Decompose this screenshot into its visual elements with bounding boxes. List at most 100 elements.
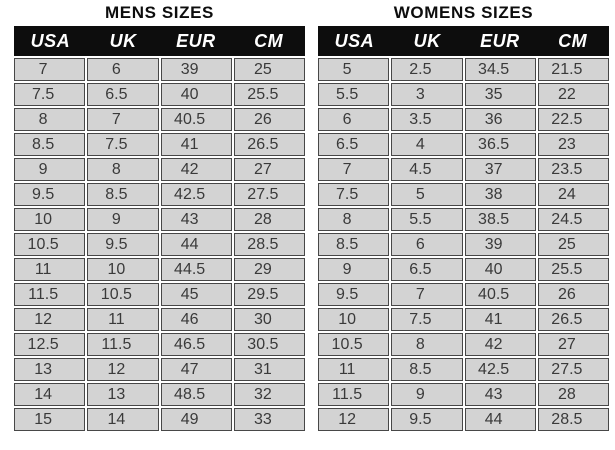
size-cell: 12	[87, 358, 159, 381]
size-cell: 8	[318, 208, 390, 231]
size-cell: 30	[233, 308, 305, 331]
size-cell: 10	[318, 308, 390, 331]
mens-size-table: MENS SIZES USA UK EUR CM 7 6 39 25 7.5 6.5 40 25.5…	[14, 3, 305, 450]
size-cell: 25	[537, 233, 609, 256]
column-header-uk: UK	[413, 30, 441, 51]
size-cell: 11	[14, 258, 86, 281]
size-cell: 9.5	[14, 183, 86, 206]
size-cell: 27	[233, 158, 305, 181]
size-cell: 11.5	[87, 333, 159, 356]
size-cell: 32	[233, 383, 305, 406]
size-cell: 26	[537, 283, 609, 306]
size-cell: 10.5	[87, 283, 159, 306]
size-cell: 42.5	[160, 183, 232, 206]
size-cell: 7	[14, 58, 86, 81]
size-cell: 9.5	[318, 283, 390, 306]
size-cell: 23	[537, 133, 609, 156]
size-cell: 26.5	[233, 133, 305, 156]
size-cell: 5	[391, 183, 463, 206]
size-cell: 43	[464, 383, 536, 406]
size-cell: 40	[464, 258, 536, 281]
size-cell: 11.5	[318, 383, 390, 406]
size-cell: 21.5	[537, 58, 609, 81]
size-cell: 8	[391, 333, 463, 356]
size-cell: 11	[87, 308, 159, 331]
size-cell: 7	[87, 108, 159, 131]
size-cell: 4	[391, 133, 463, 156]
womens-table-title: WOMENS SIZES	[393, 3, 534, 22]
column-header-usa: USA	[334, 30, 375, 51]
size-cell: 9	[14, 158, 86, 181]
size-cell: 6	[87, 58, 159, 81]
size-cell: 27.5	[537, 358, 609, 381]
size-cell: 13	[14, 358, 86, 381]
size-cell: 25.5	[233, 83, 305, 106]
womens-size-table: WOMENS SIZES USA UK EUR CM 5 2.5 34.5 21.5 5.5 3…	[318, 3, 609, 450]
size-cell: 42	[464, 333, 536, 356]
size-cell: 6.5	[318, 133, 390, 156]
size-cell: 9.5	[87, 233, 159, 256]
size-cell: 28	[537, 383, 609, 406]
size-cell: 38	[464, 183, 536, 206]
womens-table-header-row: USA UK EUR CM	[318, 26, 609, 56]
size-cell: 38.5	[464, 208, 536, 231]
size-cell: 44.5	[160, 258, 232, 281]
size-cell: 34.5	[464, 58, 536, 81]
column-header-eur: EUR	[480, 30, 520, 51]
size-cell: 28	[233, 208, 305, 231]
size-cell: 7	[318, 158, 390, 181]
size-cell: 7.5	[318, 183, 390, 206]
size-cell: 7.5	[14, 83, 86, 106]
size-cell: 43	[160, 208, 232, 231]
size-cell: 24.5	[537, 208, 609, 231]
column-header-cm: CM	[558, 30, 588, 51]
size-cell: 10.5	[318, 333, 390, 356]
size-cell: 12	[14, 308, 86, 331]
size-cell: 9	[318, 258, 390, 281]
size-cell: 5.5	[318, 83, 390, 106]
size-cell: 5.5	[391, 208, 463, 231]
size-cell: 49	[160, 408, 232, 431]
size-cell: 27	[537, 333, 609, 356]
size-cell: 41	[464, 308, 536, 331]
size-cell: 42	[160, 158, 232, 181]
size-cell: 39	[464, 233, 536, 256]
size-cell: 24	[537, 183, 609, 206]
size-cell: 44	[464, 408, 536, 431]
size-cell: 3.5	[391, 108, 463, 131]
size-cell: 28.5	[537, 408, 609, 431]
size-cell: 7.5	[391, 308, 463, 331]
size-cell: 8.5	[87, 183, 159, 206]
size-cell: 30.5	[233, 333, 305, 356]
size-cell: 8	[87, 158, 159, 181]
size-cell: 42.5	[464, 358, 536, 381]
column-header-eur: EUR	[176, 30, 216, 51]
size-cell: 6	[391, 233, 463, 256]
size-cell: 11	[318, 358, 390, 381]
size-cell: 7	[391, 283, 463, 306]
size-cell: 12.5	[14, 333, 86, 356]
size-cell: 10.5	[14, 233, 86, 256]
size-cell: 4.5	[391, 158, 463, 181]
size-cell: 8	[14, 108, 86, 131]
size-cell: 26	[233, 108, 305, 131]
size-cell: 40	[160, 83, 232, 106]
column-header-cm: CM	[254, 30, 284, 51]
mens-table-title: MENS SIZES	[105, 3, 214, 22]
size-cell: 8.5	[14, 133, 86, 156]
size-cell: 11.5	[14, 283, 86, 306]
size-cell: 47	[160, 358, 232, 381]
size-cell: 8.5	[318, 233, 390, 256]
size-cell: 31	[233, 358, 305, 381]
size-cell: 25.5	[537, 258, 609, 281]
size-cell: 44	[160, 233, 232, 256]
size-cell: 13	[87, 383, 159, 406]
mens-table-body: 7 6 39 25 7.5 6.5 40 25.5 8 7 40.5 26 8.5 7.5 41 26.5 9 8…	[14, 58, 305, 431]
size-cell: 33	[233, 408, 305, 431]
size-cell: 35	[464, 83, 536, 106]
size-cell: 9	[391, 383, 463, 406]
size-cell: 7.5	[87, 133, 159, 156]
column-header-usa: USA	[30, 30, 71, 51]
size-cell: 26.5	[537, 308, 609, 331]
